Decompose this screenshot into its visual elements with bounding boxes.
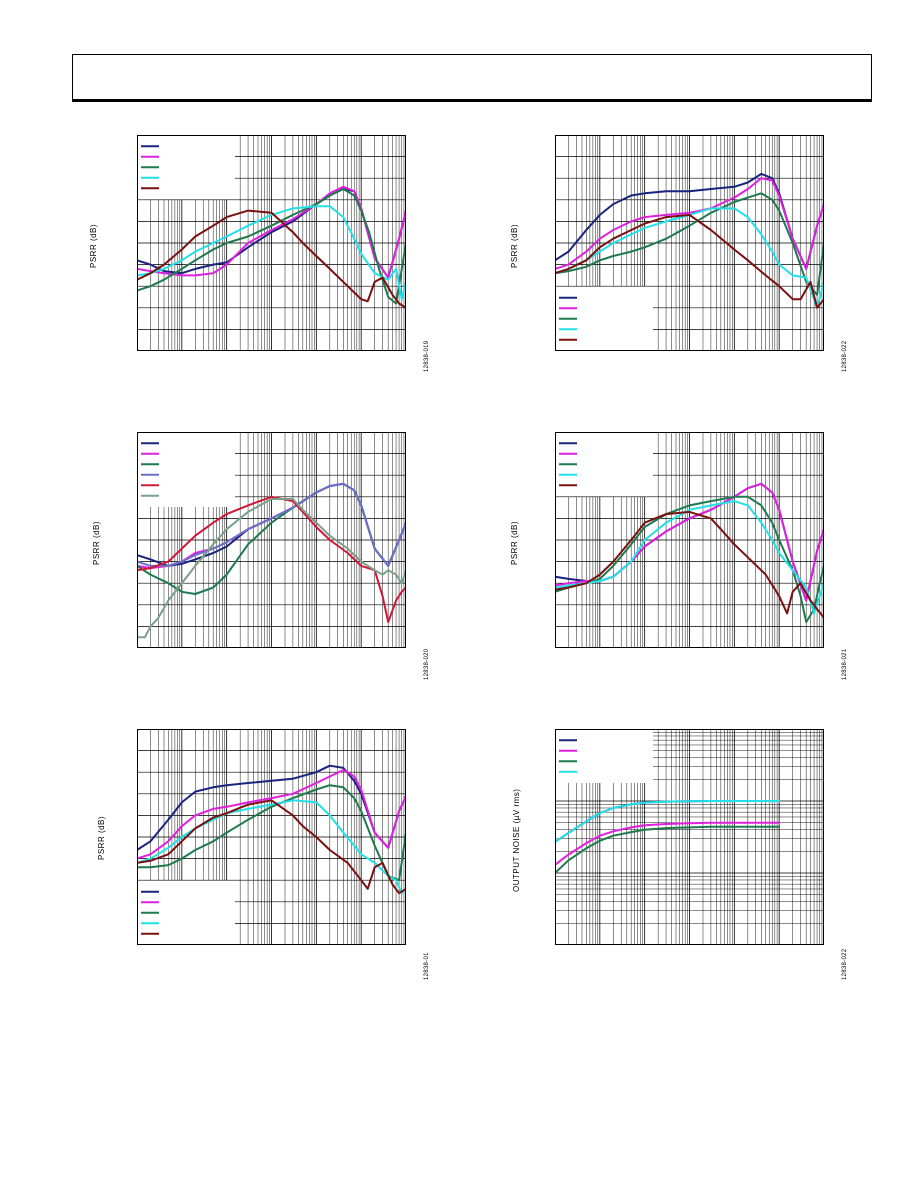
series-line-red: [137, 495, 406, 624]
series-line-cyan: [137, 799, 406, 895]
legend-box: [555, 729, 653, 783]
series-line-green: [137, 188, 406, 305]
series-line-green: [555, 192, 824, 296]
psrr-chart-d: [555, 432, 824, 648]
psrr-chart-b: [555, 135, 824, 351]
page-header-box: [72, 54, 872, 102]
legend: [555, 286, 653, 351]
series-group: [137, 764, 406, 895]
series-line-cyan: [137, 205, 406, 301]
plot-frame: [555, 729, 824, 945]
series-group: [555, 172, 824, 309]
series-line-green: [137, 784, 406, 882]
series-group: [555, 482, 824, 624]
series-line-green: [555, 495, 824, 624]
series-line-maroon: [137, 799, 406, 895]
figure-id: 12838-01: [424, 952, 430, 980]
plot-frame: [137, 729, 406, 945]
figure-id: 12838-020: [424, 648, 430, 680]
figure-id: 12838-021: [842, 648, 848, 680]
legend: [137, 432, 235, 507]
series-group: [137, 482, 406, 639]
series-line-cyan: [555, 800, 781, 843]
grid: [137, 432, 406, 648]
legend: [555, 729, 653, 783]
plot-frame: [555, 135, 824, 351]
y-axis-label: PSRR (dB): [510, 223, 519, 268]
series-line-magenta: [555, 821, 781, 866]
y-axis-label: PSRR (dB): [97, 815, 106, 860]
series-line-maroon: [137, 209, 406, 309]
y-axis-label: PSRR (dB): [92, 520, 101, 565]
psrr-chart-e: [137, 729, 406, 945]
output-noise-chart-f: [555, 729, 824, 945]
y-axis-label: OUTPUT NOISE (µV rms): [512, 788, 521, 892]
psrr-chart-c: [137, 432, 406, 648]
series-line-magenta: [137, 769, 406, 860]
y-axis-label: PSRR (dB): [510, 520, 519, 565]
series-line-slate: [137, 482, 406, 567]
grid: [555, 135, 824, 351]
psrr-chart-a: [137, 135, 406, 351]
series-line-maroon: [555, 213, 824, 309]
series-line-gray: [137, 498, 406, 639]
plot-frame: [137, 135, 406, 351]
series-line-cyan: [555, 207, 824, 309]
series-line-green: [555, 825, 781, 874]
legend-box: [137, 432, 235, 507]
figure-id: 12838-019: [424, 340, 430, 372]
series-line-navy: [555, 800, 781, 843]
legend: [137, 135, 235, 200]
legend: [137, 880, 235, 945]
figure-id: 12838-022: [842, 948, 848, 980]
figure-id: 12838-022: [842, 340, 848, 372]
plot-frame: [555, 432, 824, 648]
series-group: [555, 800, 781, 874]
y-axis-label: PSRR (dB): [89, 223, 98, 268]
legend: [555, 432, 653, 497]
series-line-maroon: [555, 510, 824, 619]
series-line-cyan: [555, 500, 824, 615]
plot-frame: [137, 432, 406, 648]
series-group: [137, 185, 406, 309]
series-line-magenta: [137, 185, 406, 279]
